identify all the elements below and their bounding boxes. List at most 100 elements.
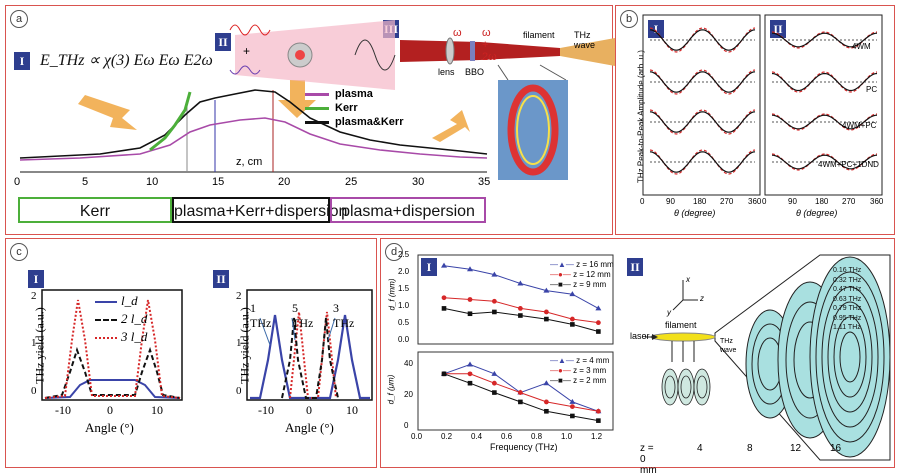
panel-a-xlabel: z, cm xyxy=(236,156,263,168)
freq-5thz: 5 THz xyxy=(292,301,314,330)
ytick: 0 xyxy=(31,385,37,397)
region-plasma-dispersion: plasma+dispersion xyxy=(330,197,486,223)
xtick: 25 xyxy=(345,176,358,188)
legend-z16: —▲— z = 16 mm xyxy=(550,260,614,269)
freq-labels: 0.16 THz 0.32 THz 0.47 THz 0.63 THz 0.79… xyxy=(833,266,861,333)
ytick: 0 xyxy=(236,385,242,397)
ztick: 8 xyxy=(747,443,753,454)
ytick: 1 xyxy=(236,337,242,349)
legend-item-kerr: Kerr xyxy=(305,101,403,115)
ztick: 12 xyxy=(790,443,802,454)
legend-2ld: 2 l_d xyxy=(95,310,147,328)
xtick: 180 xyxy=(815,197,829,206)
panel-a-legend: plasma Kerr plasma&Kerr xyxy=(305,87,403,129)
panel-a-sub-3: III xyxy=(383,20,399,38)
xtick: 0.0 xyxy=(411,432,423,441)
xtick: 20 xyxy=(278,176,291,188)
ztick: 4 xyxy=(697,443,703,454)
label-4wm-pc-1dnd: 4WM+PC+1DND xyxy=(818,160,879,169)
ytick: 0 xyxy=(404,421,409,430)
xtick: 15 xyxy=(212,176,225,188)
panel-d-legend-top: —▲— z = 16 mm —●— z = 12 mm —■— z = 9 mm xyxy=(550,260,614,290)
xtick: 360 xyxy=(748,197,762,206)
axis-y: y xyxy=(667,308,671,317)
legend-item-plasma: plasma xyxy=(305,87,403,101)
freq-3thz: 3 THz xyxy=(333,301,355,330)
panel-d-sub-2: II xyxy=(627,258,643,276)
panel-c-legend: l_d 2 l_d 3 l_d xyxy=(95,292,147,346)
xtick: 90 xyxy=(788,197,797,206)
ztick: 16 xyxy=(830,443,842,454)
panel-b-sub-1: I xyxy=(648,20,664,38)
legend-3ld: 3 l_d xyxy=(95,328,147,346)
equation: E_THz ∝ χ(3) Eω Eω E2ω xyxy=(40,52,213,69)
xtick: 0.2 xyxy=(441,432,453,441)
freq-label: 0.63 THz xyxy=(833,295,862,303)
panel-d-xlabel: Frequency (THz) xyxy=(490,442,558,452)
xtick: 0 xyxy=(107,403,113,417)
legend-ld: l_d xyxy=(95,292,147,310)
ytick: 1.0 xyxy=(398,301,410,310)
panel-c-xlabel-1: Angle (°) xyxy=(85,420,134,435)
legend-z2: —■— z = 2 mm xyxy=(550,376,607,385)
panel-c-tag: c xyxy=(10,243,28,261)
xtick: 0 xyxy=(640,197,645,206)
label-omega: ω xyxy=(453,27,462,39)
panel-a-sub-1: I xyxy=(14,52,30,70)
xtick: 270 xyxy=(842,197,856,206)
label-thz-wave-d: THz wave xyxy=(720,338,737,354)
label-pc: PC xyxy=(866,85,878,94)
xtick: 1.2 xyxy=(591,432,603,441)
xtick: 5 xyxy=(82,176,89,188)
ytick: 1 xyxy=(31,337,37,349)
panel-d-sub-1: I xyxy=(421,258,437,276)
legend-z4: —▲— z = 4 mm xyxy=(550,356,610,365)
ytick: 2 xyxy=(31,290,37,302)
panel-b-ylabel: THz Peak-to-Peak Amplitude (arb. u.) xyxy=(636,50,646,183)
panel-a-xticks: 0 5 10 15 20 25 30 35 xyxy=(14,176,494,190)
label-bbo: BBO xyxy=(465,67,485,77)
label-omega-2omega: ω + 2ω xyxy=(482,27,497,63)
panel-b-sub-2: II xyxy=(770,20,786,38)
xtick: -10 xyxy=(55,403,71,417)
xtick: 1.0 xyxy=(561,432,573,441)
axis-z: z xyxy=(700,294,704,303)
panel-b-xlabel-2: θ (degree) xyxy=(796,208,838,218)
panel-b-tag: b xyxy=(620,10,638,28)
xtick: -10 xyxy=(258,403,274,417)
label-lens: lens xyxy=(438,67,455,77)
xtick: 360 xyxy=(870,197,884,206)
ytick: 2.0 xyxy=(398,267,410,276)
freq-1thz: 1 THz xyxy=(250,301,272,330)
xtick: 0 xyxy=(14,176,21,188)
ytick: 1.5 xyxy=(398,284,410,293)
legend-z3: —●— z = 3 mm xyxy=(550,366,607,375)
xtick: 90 xyxy=(666,197,675,206)
region-kerr: Kerr xyxy=(18,197,172,223)
xtick: 0.8 xyxy=(531,432,543,441)
xtick: 180 xyxy=(693,197,707,206)
xtick: 0.4 xyxy=(471,432,483,441)
freq-label: 0.16 THz xyxy=(833,267,862,274)
xtick: 10 xyxy=(151,403,163,417)
panel-a-sub-2: II xyxy=(215,33,231,51)
panel-d-ylabel-bottom: d_f (μm) xyxy=(386,374,396,405)
panel-d-legend-bottom: —▲— z = 4 mm —●— z = 3 mm —■— z = 2 mm xyxy=(550,356,609,386)
panel-c-xlabel-2: Angle (°) xyxy=(285,420,334,435)
xtick: 270 xyxy=(720,197,734,206)
freq-label: 1.11 THz xyxy=(833,324,861,331)
ytick: 2 xyxy=(236,290,242,302)
legend-z9: —■— z = 9 mm xyxy=(550,280,607,289)
panel-d-tag: d xyxy=(385,243,403,261)
xtick: 0.6 xyxy=(501,432,513,441)
ytick: 2.5 xyxy=(398,250,410,259)
panel-d-ylabel-top: d_f (mm) xyxy=(387,278,397,311)
xtick: 10 xyxy=(146,176,159,188)
xtick: 30 xyxy=(412,176,425,188)
panel-b-xlabel-1: θ (degree) xyxy=(674,208,716,218)
label-laser: laser xyxy=(630,331,650,341)
region-plasma-kerr-dispersion: plasma+Kerr+dispersion xyxy=(172,197,347,223)
label-filament-d: filament xyxy=(665,320,697,330)
panel-c-sub-2: II xyxy=(213,270,229,288)
label-4wm-pc: 4WM+PC xyxy=(842,121,877,130)
